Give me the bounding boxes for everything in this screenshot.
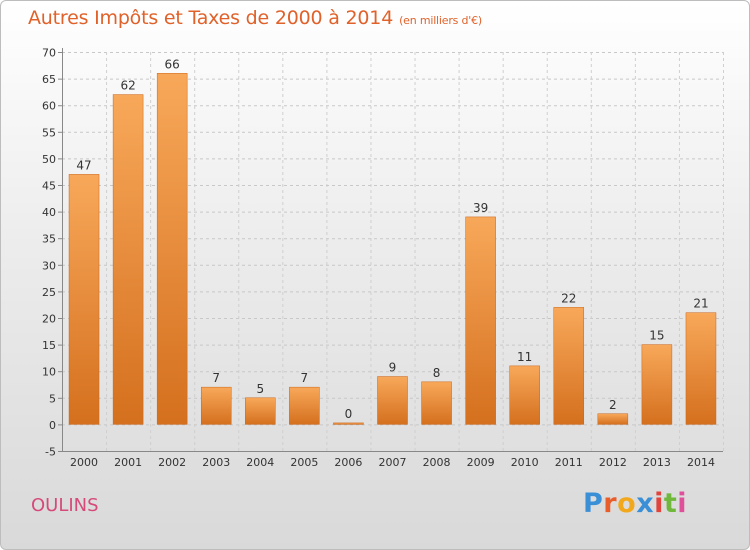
- data-label-2013: 15: [649, 329, 664, 343]
- bars: [68, 73, 717, 425]
- y-tick-label: 15: [42, 339, 56, 352]
- chart-title: Autres Impôts et Taxes de 2000 à 2014 (en…: [28, 7, 482, 29]
- y-tick-label: 50: [42, 153, 56, 166]
- y-tick-label: 20: [42, 313, 56, 326]
- x-tick-label: 2006: [334, 456, 362, 469]
- data-label-2012: 2: [609, 398, 617, 412]
- x-tick-label: 2011: [555, 456, 583, 469]
- x-tick-label: 2000: [70, 456, 98, 469]
- y-tick-label: 5: [49, 392, 56, 405]
- data-label-2005: 7: [301, 371, 309, 385]
- bar-2009: [465, 216, 496, 425]
- data-label-2000: 47: [76, 158, 91, 172]
- bar-2003: [200, 386, 232, 425]
- bar-2011: [553, 307, 585, 425]
- y-tick-label: 25: [42, 286, 56, 299]
- logo-letter: t: [663, 488, 678, 519]
- y-tick-label: 35: [42, 233, 56, 246]
- bar-2002: [156, 73, 188, 425]
- x-tick-label: 2003: [202, 456, 230, 469]
- bar-2007: [377, 376, 408, 425]
- y-tick-label: 30: [42, 259, 56, 272]
- bar-2001: [112, 94, 144, 425]
- y-tick-label: 65: [42, 73, 56, 86]
- x-tick-label: 2012: [599, 456, 627, 469]
- y-tick-label: 45: [42, 180, 56, 193]
- chart-title-text: Autres Impôts et Taxes de 2000 à 2014: [28, 7, 394, 29]
- x-tick-label: 2005: [290, 456, 318, 469]
- x-tick-label: 2001: [114, 456, 142, 469]
- logo-letter: P: [583, 488, 604, 519]
- x-tick-label: 2007: [379, 456, 407, 469]
- bar-2004: [245, 397, 276, 425]
- logo-letter: r: [603, 488, 618, 519]
- x-tick-label: 2010: [511, 456, 539, 469]
- data-label-2014: 21: [693, 297, 708, 311]
- data-label-2003: 7: [212, 371, 220, 385]
- bar-2008: [421, 381, 452, 425]
- data-label-2001: 62: [120, 79, 135, 93]
- data-label-2009: 39: [473, 201, 488, 215]
- x-tick-label: 2009: [467, 456, 495, 469]
- x-tick-label: 2004: [246, 456, 274, 469]
- x-tick-label: 2002: [158, 456, 186, 469]
- bar-2013: [641, 344, 673, 425]
- bar-2006: [333, 422, 364, 425]
- y-tick-label: 55: [42, 126, 56, 139]
- bar-2012: [597, 413, 629, 425]
- x-tick-label: 2013: [643, 456, 671, 469]
- data-label-2004: 5: [256, 382, 264, 396]
- data-label-2010: 11: [517, 350, 532, 364]
- bar-2010: [509, 365, 540, 425]
- logo-letter: i: [677, 488, 688, 519]
- data-label-2008: 8: [433, 366, 441, 380]
- data-label-2007: 9: [389, 361, 397, 375]
- logo-letter: i: [654, 488, 664, 519]
- proxiti-logo: Proxiti: [583, 488, 687, 519]
- logo-letter: o: [617, 488, 637, 519]
- axes: [58, 48, 723, 452]
- bar-2000: [68, 174, 100, 425]
- logo-letter: x: [636, 488, 655, 519]
- y-tick-label: 40: [42, 206, 56, 219]
- location-name: OULINS: [31, 495, 99, 516]
- y-tick-label: 0: [49, 419, 56, 432]
- y-tick-label: 10: [42, 366, 56, 379]
- bar-2014: [685, 312, 717, 425]
- data-label-2002: 66: [165, 57, 180, 71]
- y-tick-label: 70: [42, 47, 56, 60]
- y-tick-label: -5: [45, 446, 56, 459]
- y-tick-label: 60: [42, 100, 56, 113]
- x-tick-label: 2008: [423, 456, 451, 469]
- x-tick-label: 2014: [687, 456, 715, 469]
- data-label-2006: 0: [345, 407, 353, 421]
- chart-subtitle: (en milliers d'€): [399, 14, 482, 27]
- data-label-2011: 22: [561, 291, 576, 305]
- bar-2005: [289, 386, 320, 425]
